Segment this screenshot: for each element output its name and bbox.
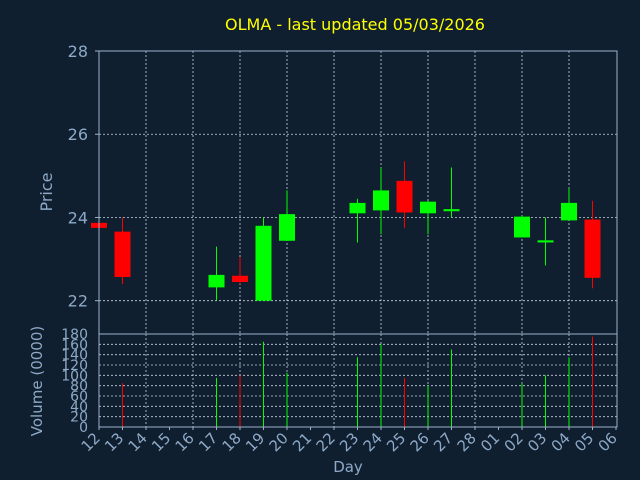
candle-17 [208, 246, 225, 301]
price-axis-label: Price [37, 172, 56, 211]
candle-04 [561, 188, 577, 221]
candle-23 [349, 198, 366, 243]
volume-tick-label: 40 [70, 399, 88, 415]
price-tick-label: 22 [68, 292, 88, 311]
candle-body [396, 180, 413, 213]
volume-tick-label: 180 [61, 327, 88, 343]
price-tick-label: 24 [68, 208, 88, 227]
candle-26 [420, 200, 436, 235]
chart-title: OLMA - last updated 05/03/2026 [225, 15, 485, 34]
candle-24 [373, 167, 389, 235]
candle-body [208, 274, 225, 288]
candle-20 [279, 190, 295, 241]
volume-axis-label: Volume (0000) [28, 326, 46, 436]
candle-body [537, 240, 554, 243]
candle-19 [255, 217, 272, 301]
volume-tick-label: 160 [61, 337, 88, 353]
candle-body [114, 231, 131, 277]
candle-27 [443, 167, 460, 218]
volume-tick-label: 120 [61, 358, 88, 374]
candle-body [584, 219, 601, 278]
price-y-axis: 22 24 26 28 [68, 42, 99, 311]
candle-body [373, 190, 389, 211]
candle-25 [396, 161, 413, 228]
candle-02 [514, 215, 530, 238]
candle-18 [232, 257, 248, 285]
volume-bars [122, 336, 593, 427]
candle-body [232, 275, 248, 282]
candle-body [443, 209, 460, 212]
price-tick-label: 26 [68, 125, 88, 144]
candle-body [279, 214, 295, 241]
candle-body [420, 201, 436, 214]
price-tick-label: 28 [68, 42, 88, 61]
candle-05 [584, 200, 601, 289]
volume-tick-label: 60 [70, 389, 88, 405]
volume-tick-label: 80 [70, 379, 88, 395]
candle-03 [537, 217, 554, 266]
volume-tick-label: 100 [61, 368, 88, 384]
candle-body [255, 225, 272, 301]
volume-tick-label: 0 [79, 420, 88, 436]
x-axis-label: Day [333, 458, 363, 476]
candle-body [514, 216, 530, 238]
volume-tick-label: 20 [70, 410, 88, 426]
candle-body [561, 202, 577, 221]
candle-body [349, 202, 366, 214]
candle-13 [114, 217, 131, 285]
volume-tick-label: 140 [61, 348, 88, 364]
x-axis: 1213141516171819202122232425262728010203… [78, 427, 621, 455]
